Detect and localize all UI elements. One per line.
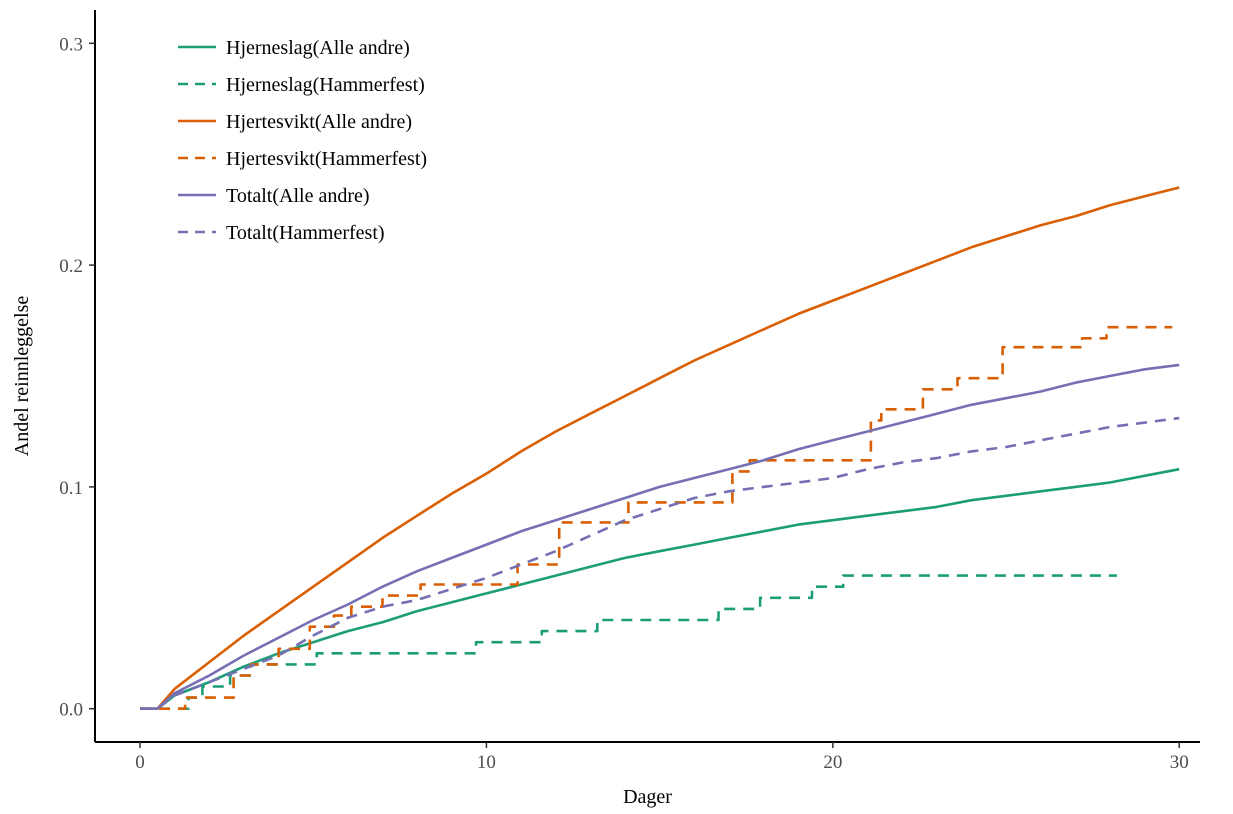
series-line-2 — [140, 574, 1117, 711]
series-line-3 — [140, 186, 1180, 711]
legend-label-3: Hjertesvikt(Alle andre) — [226, 111, 412, 133]
x-tick-label: 10 — [477, 752, 496, 773]
y-tick-label: 0.3 — [59, 34, 83, 55]
x-axis-title: Dager — [623, 786, 672, 808]
legend-label-1: Hjerneslag(Alle andre) — [226, 37, 410, 59]
series-line-6 — [140, 416, 1180, 711]
series-layer — [140, 186, 1180, 711]
chart-axes: 0 10 20 30 0.0 0.1 0.2 0.3 — [59, 10, 1200, 773]
series-line-4 — [140, 325, 1173, 711]
legend-label-5: Totalt(Alle andre) — [226, 185, 370, 207]
x-tick-label: 0 — [135, 752, 145, 773]
x-tick-label: 30 — [1170, 752, 1189, 773]
x-tick-label: 20 — [823, 752, 842, 773]
series-line-5 — [140, 363, 1180, 711]
legend-label-2: Hjerneslag(Hammerfest) — [226, 74, 425, 96]
legend-label-4: Hjertesvikt(Hammerfest) — [226, 148, 427, 170]
legend-label-6: Totalt(Hammerfest) — [226, 222, 385, 244]
y-tick-label: 0.1 — [59, 478, 83, 499]
series-line-1 — [140, 467, 1180, 711]
y-tick-label: 0.2 — [59, 256, 83, 277]
y-tick-label: 0.0 — [59, 700, 83, 721]
legend: Hjerneslag(Alle andre) Hjerneslag(Hammerf… — [178, 37, 427, 244]
y-axis-title: Andel reinnleggelse — [11, 296, 33, 457]
